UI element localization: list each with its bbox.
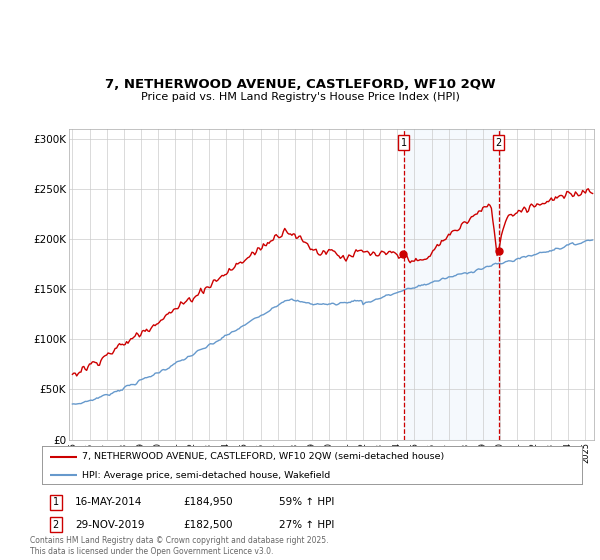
Text: Contains HM Land Registry data © Crown copyright and database right 2025.
This d: Contains HM Land Registry data © Crown c…: [30, 536, 329, 556]
Text: 2: 2: [53, 520, 59, 530]
Text: 7, NETHERWOOD AVENUE, CASTLEFORD, WF10 2QW: 7, NETHERWOOD AVENUE, CASTLEFORD, WF10 2…: [104, 78, 496, 91]
Text: 7, NETHERWOOD AVENUE, CASTLEFORD, WF10 2QW (semi-detached house): 7, NETHERWOOD AVENUE, CASTLEFORD, WF10 2…: [83, 452, 445, 461]
Text: 59% ↑ HPI: 59% ↑ HPI: [279, 497, 334, 507]
Bar: [404, 129, 499, 440]
Text: HPI: Average price, semi-detached house, Wakefield: HPI: Average price, semi-detached house,…: [83, 471, 331, 480]
Text: 27% ↑ HPI: 27% ↑ HPI: [279, 520, 334, 530]
Text: 1: 1: [401, 138, 407, 148]
Text: 2: 2: [496, 138, 502, 148]
Text: £182,500: £182,500: [183, 520, 233, 530]
Text: Price paid vs. HM Land Registry's House Price Index (HPI): Price paid vs. HM Land Registry's House …: [140, 92, 460, 102]
Text: 1: 1: [53, 497, 59, 507]
Text: £184,950: £184,950: [183, 497, 233, 507]
Text: 16-MAY-2014: 16-MAY-2014: [75, 497, 142, 507]
Text: 29-NOV-2019: 29-NOV-2019: [75, 520, 145, 530]
